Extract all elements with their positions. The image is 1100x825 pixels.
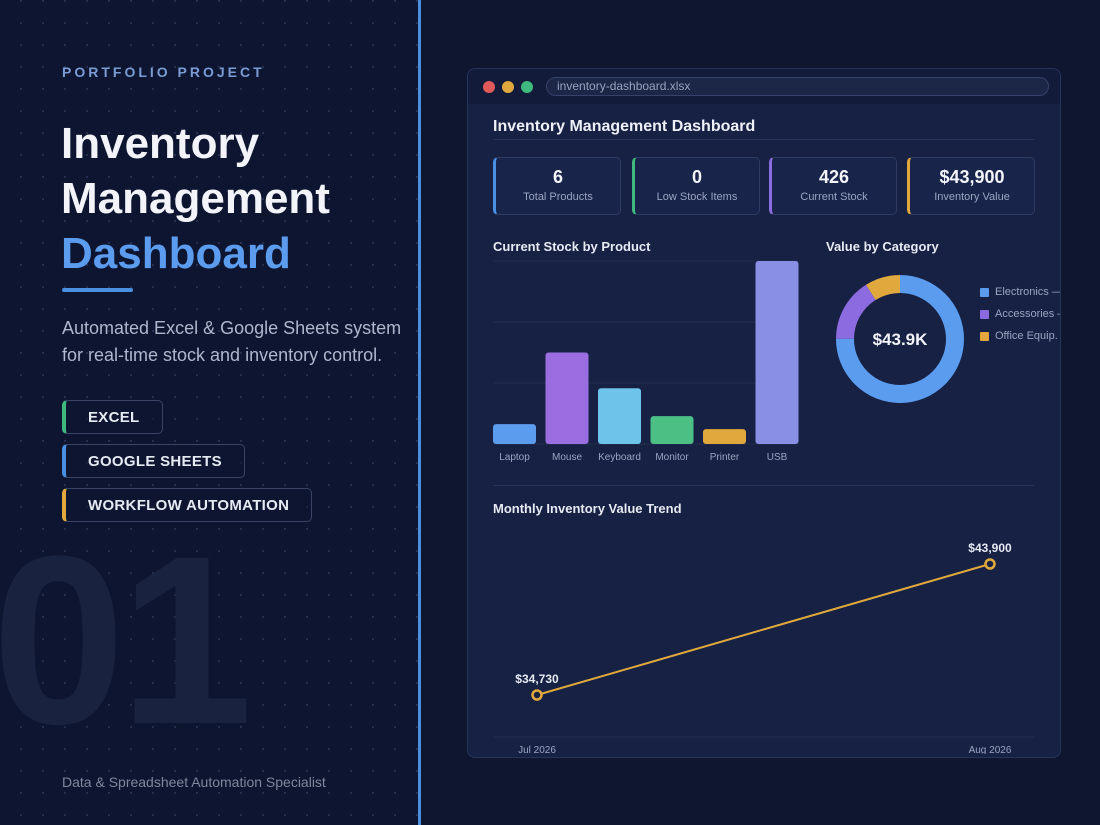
bar-mouse xyxy=(545,352,589,444)
bar-monitor xyxy=(650,416,694,444)
window-titlebar: inventory-dashboard.xlsx xyxy=(468,69,1060,104)
x-tick-label: Jul 2026 xyxy=(518,745,556,754)
bar-label: Keyboard xyxy=(598,452,641,463)
title-divider xyxy=(493,139,1034,140)
legend-item: Office Equip. — 9% xyxy=(980,325,1060,347)
section-divider xyxy=(493,485,1034,486)
footer-text: Data & Spreadsheet Automation Specialist xyxy=(62,774,326,790)
tag-excel: EXCEL xyxy=(62,400,163,434)
hero-subtitle: Automated Excel & Google Sheets system f… xyxy=(62,318,402,365)
trend-line xyxy=(536,563,991,696)
tag-workflow-automation: WORKFLOW AUTOMATION xyxy=(62,488,313,522)
donut-slice xyxy=(836,275,964,403)
title-underline xyxy=(62,288,133,292)
kpi-value: 426 xyxy=(818,167,850,187)
panel-divider xyxy=(418,0,421,825)
kpi-label: Current Stock xyxy=(800,191,868,203)
title-accent: Dashboard xyxy=(61,229,291,278)
maximize-dot-icon[interactable] xyxy=(521,80,533,93)
bar-label: Printer xyxy=(710,452,740,463)
project-number: 01 xyxy=(0,506,253,774)
donut-chart: $43.9K xyxy=(836,275,964,403)
kpi-value: 6 xyxy=(552,167,563,187)
legend-swatch xyxy=(980,331,989,341)
minimize-dot-icon[interactable] xyxy=(502,80,514,93)
legend-item: Electronics — 75% xyxy=(980,281,1060,303)
eyebrow-label: PORTFOLIO PROJECT xyxy=(62,64,265,80)
donut-legend: Electronics — 75% Accessories — 16% Office… xyxy=(980,281,1060,347)
donut-center-label: $43.9K xyxy=(873,330,929,349)
legend-label: Electronics — 75% xyxy=(995,286,1060,298)
kpi-card-total-products: 6 Total Products xyxy=(493,157,621,215)
close-dot-icon[interactable] xyxy=(483,80,495,93)
title-line-2: Management xyxy=(61,174,330,223)
trend-point xyxy=(531,689,543,701)
donut-chart-title: Value by Category xyxy=(826,239,939,254)
legend-swatch xyxy=(980,309,989,319)
line-chart: $34,730 Jul 2026 $43,900 Aug 2026 xyxy=(493,541,1034,754)
kpi-label: Total Products xyxy=(523,191,593,203)
file-address-bar[interactable]: inventory-dashboard.xlsx xyxy=(546,77,1049,96)
kpi-card-current-stock: 426 Current Stock xyxy=(769,157,897,215)
bar-chart-title: Current Stock by Product xyxy=(493,239,651,254)
dashboard-title: Inventory Management Dashboard xyxy=(493,118,756,135)
x-tick-label: Aug 2026 xyxy=(969,745,1012,754)
legend-label: Accessories — 16% xyxy=(995,308,1060,320)
legend-item: Accessories — 16% xyxy=(980,303,1060,325)
hero-title: Inventory Management Dashboard xyxy=(61,116,330,281)
bar-printer xyxy=(703,429,746,444)
bar-usb xyxy=(755,261,799,444)
dashboard-window: inventory-dashboard.xlsx Inventory Manag… xyxy=(467,68,1061,758)
hero-panel: 01 PORTFOLIO PROJECT Inventory Managemen… xyxy=(0,0,419,825)
kpi-label: Low Stock Items xyxy=(656,191,738,203)
kpi-label: Inventory Value xyxy=(934,191,1010,203)
kpi-card-low-stock: 0 Low Stock Items xyxy=(632,157,760,215)
title-line-1: Inventory xyxy=(61,119,260,168)
legend-label: Office Equip. — 9% xyxy=(995,330,1060,342)
bar-chart: Laptop Mouse Keyboard Monitor Printer USB xyxy=(493,260,799,463)
trend-point xyxy=(984,558,996,570)
trend-data-label: $34,730 xyxy=(515,672,559,686)
bar-keyboard xyxy=(598,388,641,444)
trend-data-label: $43,900 xyxy=(968,541,1012,555)
bar-label: USB xyxy=(767,452,788,463)
kpi-value: $43,900 xyxy=(939,167,1005,187)
bar-label: Laptop xyxy=(499,452,530,463)
bar-laptop xyxy=(493,424,536,444)
line-chart-title: Monthly Inventory Value Trend xyxy=(493,501,682,516)
bar-label: Monitor xyxy=(655,452,689,463)
legend-swatch xyxy=(980,287,989,297)
bar-label: Mouse xyxy=(552,452,582,463)
kpi-value: 0 xyxy=(691,167,702,187)
kpi-card-inventory-value: $43,900 Inventory Value xyxy=(907,157,1035,215)
tag-google-sheets: GOOGLE SHEETS xyxy=(62,444,245,478)
